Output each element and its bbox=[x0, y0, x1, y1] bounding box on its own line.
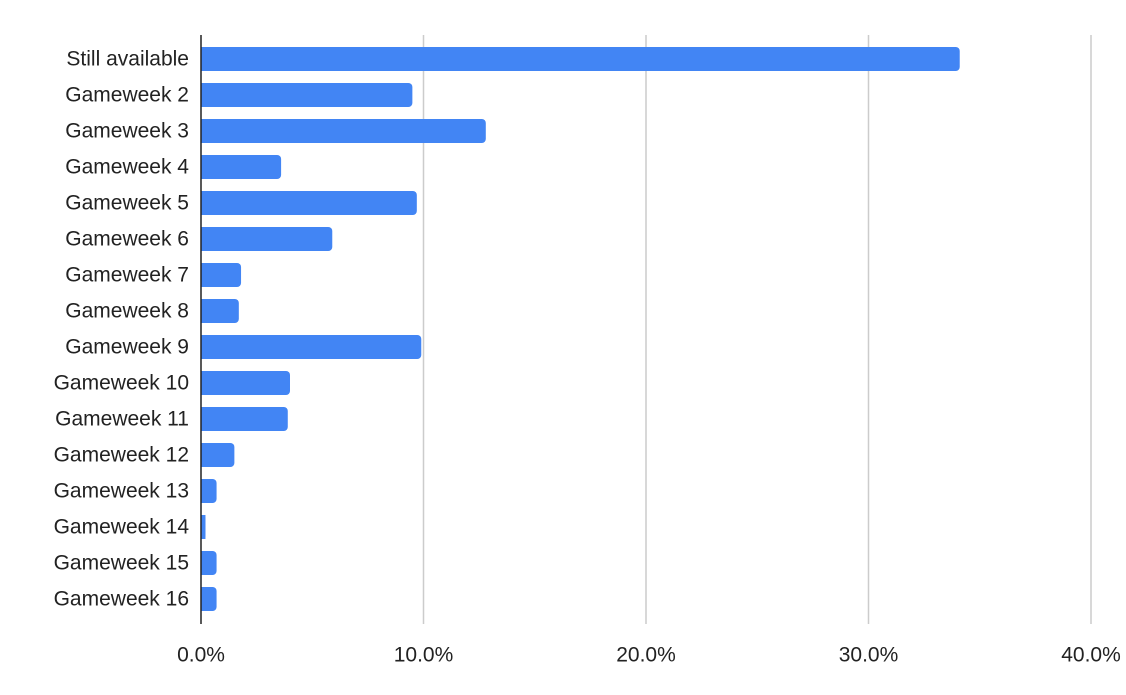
category-label-10: Gameweek 11 bbox=[55, 408, 189, 431]
bar-2 bbox=[201, 119, 486, 143]
bar-15-base bbox=[201, 587, 206, 611]
x-tick-label-4: 40.0% bbox=[1061, 644, 1121, 667]
bar-2-base bbox=[201, 119, 206, 143]
category-labels: Still available Gameweek 2 Gameweek 3 Gamew… bbox=[54, 48, 190, 611]
bar-10-base bbox=[201, 407, 206, 431]
bar-0-base bbox=[201, 47, 206, 71]
category-label-13: Gameweek 14 bbox=[54, 516, 190, 539]
category-label-7: Gameweek 8 bbox=[65, 300, 189, 323]
bar-9-base bbox=[201, 371, 206, 395]
bar-6 bbox=[201, 263, 242, 287]
category-label-3: Gameweek 4 bbox=[65, 156, 189, 179]
category-label-14: Gameweek 15 bbox=[54, 552, 189, 575]
category-label-4: Gameweek 5 bbox=[65, 192, 189, 215]
bar-5 bbox=[201, 227, 333, 251]
category-label-6: Gameweek 7 bbox=[65, 264, 189, 287]
category-label-15: Gameweek 16 bbox=[54, 588, 189, 611]
bar-8 bbox=[201, 335, 422, 359]
bar-0 bbox=[201, 47, 960, 71]
bar-13-base bbox=[201, 515, 206, 539]
bar-1 bbox=[201, 83, 413, 107]
bar-12-base bbox=[201, 479, 206, 503]
bar-14-base bbox=[201, 551, 206, 575]
bar-3-base bbox=[201, 155, 206, 179]
gridlines bbox=[422, 35, 1092, 624]
bar-4-base bbox=[201, 191, 206, 215]
category-label-11: Gameweek 12 bbox=[54, 444, 189, 467]
category-label-2: Gameweek 3 bbox=[65, 120, 189, 143]
bar-11-base bbox=[201, 443, 206, 467]
bars bbox=[201, 47, 960, 611]
category-label-0: Still available bbox=[66, 48, 189, 71]
bar-5-base bbox=[201, 227, 206, 251]
bar-3 bbox=[201, 155, 282, 179]
bar-8-base bbox=[201, 335, 206, 359]
x-tick-labels: 0.0% 10.0% 20.0% 30.0% 40.0% bbox=[177, 644, 1121, 667]
category-label-8: Gameweek 9 bbox=[65, 336, 189, 359]
bar-7 bbox=[201, 299, 239, 323]
x-tick-label-3: 30.0% bbox=[839, 644, 899, 667]
category-label-1: Gameweek 2 bbox=[65, 84, 189, 107]
category-label-5: Gameweek 6 bbox=[65, 228, 189, 251]
bar-6-base bbox=[201, 263, 206, 287]
category-label-12: Gameweek 13 bbox=[54, 480, 189, 503]
bar-4 bbox=[201, 191, 417, 215]
bar-11 bbox=[201, 443, 235, 467]
bar-1-base bbox=[201, 83, 206, 107]
x-tick-label-1: 10.0% bbox=[394, 644, 454, 667]
category-label-9: Gameweek 10 bbox=[54, 372, 189, 395]
bar-10 bbox=[201, 407, 288, 431]
x-tick-label-0: 0.0% bbox=[177, 644, 225, 667]
bar-7-base bbox=[201, 299, 206, 323]
x-tick-label-2: 20.0% bbox=[616, 644, 676, 667]
bar-9 bbox=[201, 371, 290, 395]
